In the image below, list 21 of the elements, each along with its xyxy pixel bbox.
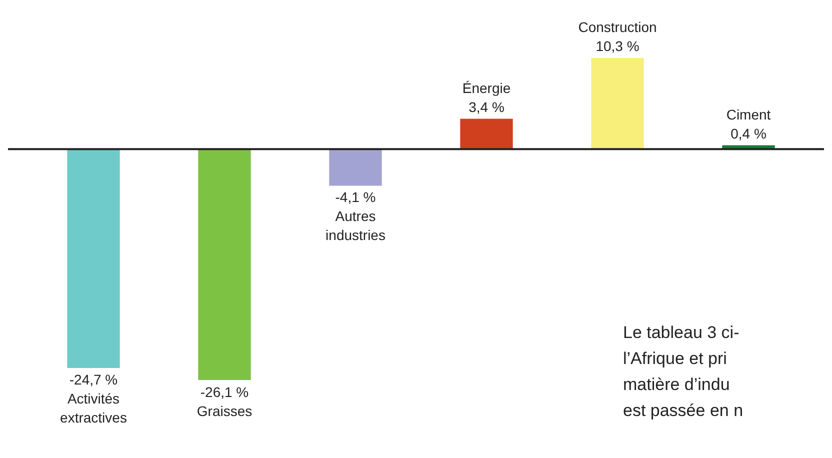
x-tick-label: Activités extractives bbox=[60, 390, 127, 426]
x-tick-label: Énergie bbox=[462, 80, 511, 96]
bar bbox=[460, 118, 513, 150]
bar bbox=[198, 148, 251, 380]
x-tick-label: Construction bbox=[578, 18, 657, 35]
data-label: 10,3 % bbox=[596, 38, 640, 54]
data-label: -26,1 % bbox=[200, 384, 249, 400]
x-tick-label: Ciment bbox=[726, 106, 771, 122]
data-label: 0,4 % bbox=[730, 125, 766, 142]
annotation: l’Afrique et pri bbox=[623, 348, 728, 370]
annotation: Le tableau 3 ci- bbox=[623, 322, 740, 344]
bar bbox=[591, 58, 644, 150]
bar bbox=[67, 148, 120, 368]
data-label: -24,7 % bbox=[69, 371, 118, 388]
annotation: matière d’indu bbox=[623, 374, 731, 396]
data-label: -4,1 % bbox=[335, 189, 376, 206]
bar bbox=[329, 148, 382, 186]
data-label: 3,4 % bbox=[468, 98, 504, 115]
x-tick-label: Graisses bbox=[196, 402, 252, 419]
x-tick-label: Autres industries bbox=[326, 208, 386, 244]
text: est passée en n bbox=[623, 400, 744, 422]
